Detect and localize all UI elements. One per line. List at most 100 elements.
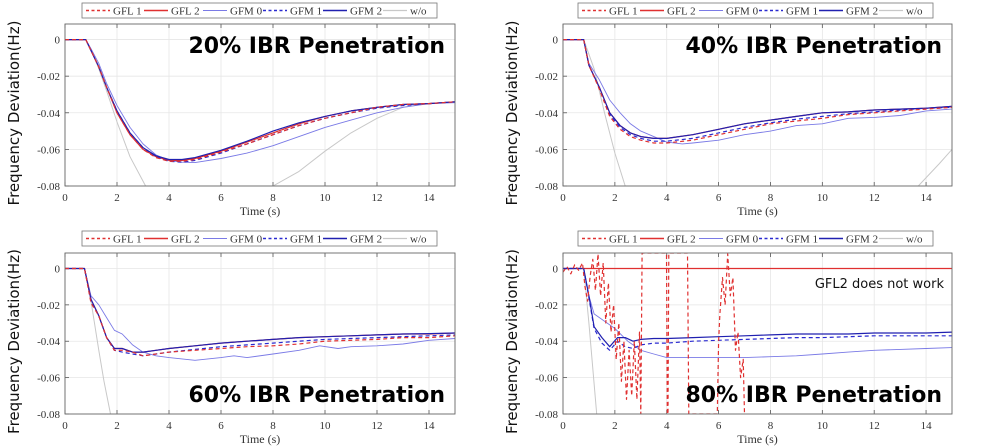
- legend-label-gfl-2: GFL 2: [667, 234, 696, 246]
- series-line-w-o: [563, 39, 952, 186]
- legend: GFL 1 GFL 2 GFM 0 GFM 1 GFM 2 w/o: [81, 230, 438, 247]
- legend-label-w-o: w/o: [906, 6, 923, 18]
- series-group: [563, 39, 952, 186]
- penetration-annotation: 60% IBR Penetration: [188, 383, 445, 408]
- y-tick-label: -0.08: [37, 409, 60, 421]
- chart-panel-2: 0 2 4 6 8 10 12 14 0 -0.02 -0.04 -0.06 -0.08 Time (s)…: [503, 2, 953, 218]
- legend-box: [577, 230, 934, 247]
- legend: GFL 1 GFL 2 GFM 0 GFM 1 GFM 2 w/o: [577, 2, 934, 19]
- gfl2-note: GFL2 does not work: [815, 277, 945, 292]
- x-tick-label: 6: [716, 192, 722, 204]
- y-axis-label: Frequency Deviation(Hz): [5, 21, 23, 206]
- chart-panel-1: 0 2 4 6 8 10 12 14 0 -0.02 -0.04 -0.06 -0.08 Time (s)…: [5, 2, 456, 218]
- x-tick-label: 14: [424, 192, 436, 204]
- axes-box: [562, 23, 953, 187]
- x-tick-label: 10: [320, 420, 332, 432]
- penetration-annotation: 20% IBR Penetration: [188, 34, 445, 59]
- legend: GFL 1 GFL 2 GFM 0 GFM 1 GFM 2 w/o: [577, 230, 934, 247]
- series-line-gfm-0: [65, 39, 455, 164]
- y-tick-label: -0.02: [535, 300, 558, 312]
- x-tick-label: 4: [664, 192, 670, 204]
- series-line-gfm-2: [65, 39, 455, 161]
- series-line-gfm-0: [563, 39, 952, 145]
- y-tick-label: 0: [553, 263, 559, 275]
- penetration-annotation: 40% IBR Penetration: [685, 34, 942, 59]
- series-line-gfl-1: [563, 253, 746, 414]
- legend-label-gfm-0: GFM 0: [230, 234, 263, 246]
- y-tick-label: -0.08: [535, 409, 558, 421]
- y-tick-label: -0.04: [535, 336, 558, 348]
- x-tick-label: 6: [218, 192, 224, 204]
- y-tick-label: -0.04: [37, 108, 60, 120]
- legend-label-gfl-2: GFL 2: [667, 6, 696, 18]
- y-tick-label: -0.08: [37, 181, 60, 193]
- series-line-gfl-1: [65, 267, 455, 357]
- legend-label-gfm-2: GFM 2: [350, 6, 382, 18]
- penetration-annotation: 80% IBR Penetration: [685, 383, 942, 408]
- x-tick-label: 6: [218, 420, 224, 432]
- x-tick-label: 12: [372, 192, 383, 204]
- legend-label-gfl-1: GFL 1: [609, 6, 638, 18]
- legend-label-gfm-0: GFM 0: [726, 6, 759, 18]
- legend-label-gfm-0: GFM 0: [230, 6, 263, 18]
- x-tick-label: 10: [320, 192, 332, 204]
- x-tick-label: 2: [612, 420, 618, 432]
- legend-label-gfm-2: GFM 2: [846, 234, 878, 246]
- series-group: [65, 267, 455, 414]
- y-tick-label: -0.06: [37, 144, 60, 156]
- x-tick-label: 8: [768, 420, 774, 432]
- x-tick-label: 8: [270, 192, 276, 204]
- legend-box: [81, 230, 438, 247]
- y-axis-label: Frequency Deviation(Hz): [5, 249, 23, 434]
- legend-label-gfm-2: GFM 2: [846, 6, 878, 18]
- y-tick-label: -0.06: [535, 144, 558, 156]
- legend-box: [81, 2, 438, 19]
- legend: GFL 1 GFL 2 GFM 0 GFM 1 GFM 2 w/o: [81, 2, 438, 19]
- legend-label-gfl-2: GFL 2: [171, 6, 200, 18]
- legend-box: [577, 2, 934, 19]
- y-axis-label: Frequency Deviation(Hz): [503, 21, 521, 206]
- y-tick-label: -0.06: [535, 373, 558, 385]
- x-tick-label: 14: [424, 420, 436, 432]
- axes-box: [64, 23, 456, 187]
- x-axis-label: Time (s): [240, 204, 281, 218]
- legend-label-w-o: w/o: [906, 234, 923, 246]
- series-line-gfm-2: [65, 267, 455, 353]
- series-group: [65, 39, 455, 186]
- series-line-gfm-0: [65, 268, 455, 361]
- series-line-gfm-2: [563, 39, 952, 139]
- x-tick-label: 8: [270, 420, 276, 432]
- y-tick-label: 0: [553, 35, 559, 47]
- legend-label-gfl-1: GFL 1: [609, 234, 638, 246]
- legend-label-gfl-2: GFL 2: [171, 234, 200, 246]
- x-tick-label: 8: [768, 192, 774, 204]
- series-line-gfm-0: [563, 268, 952, 359]
- y-tick-label: -0.06: [37, 373, 60, 385]
- x-axis-label: Time (s): [240, 432, 281, 446]
- x-axis-label: Time (s): [737, 204, 778, 218]
- y-tick-label: -0.04: [535, 108, 558, 120]
- legend-label-gfm-1: GFM 1: [290, 234, 322, 246]
- x-tick-label: 6: [716, 420, 722, 432]
- legend-label-w-o: w/o: [410, 234, 427, 246]
- legend-label-gfl-1: GFL 1: [113, 6, 142, 18]
- x-axis-label: Time (s): [737, 432, 778, 446]
- axes-box: [562, 252, 953, 415]
- x-tick-label: 12: [372, 420, 383, 432]
- x-tick-label: 10: [817, 192, 829, 204]
- x-tick-label: 2: [114, 192, 120, 204]
- y-tick-label: 0: [55, 35, 61, 47]
- x-tick-label: 4: [166, 420, 172, 432]
- series-line-w-o: [65, 39, 455, 186]
- y-tick-label: -0.08: [535, 181, 558, 193]
- series-line-gfm-1: [563, 267, 952, 351]
- x-tick-label: 0: [560, 192, 566, 204]
- series-line-gfl-2: [65, 267, 455, 353]
- series-line-gfm-1: [65, 267, 455, 357]
- x-tick-label: 2: [612, 192, 618, 204]
- series-line-gfm-2: [563, 267, 952, 348]
- chart-panel-3: 0 2 4 6 8 10 12 14 0 -0.02 -0.04 -0.06 -0.08 Time (s)…: [5, 230, 456, 446]
- y-tick-label: -0.02: [535, 71, 558, 83]
- x-tick-label: 4: [166, 192, 172, 204]
